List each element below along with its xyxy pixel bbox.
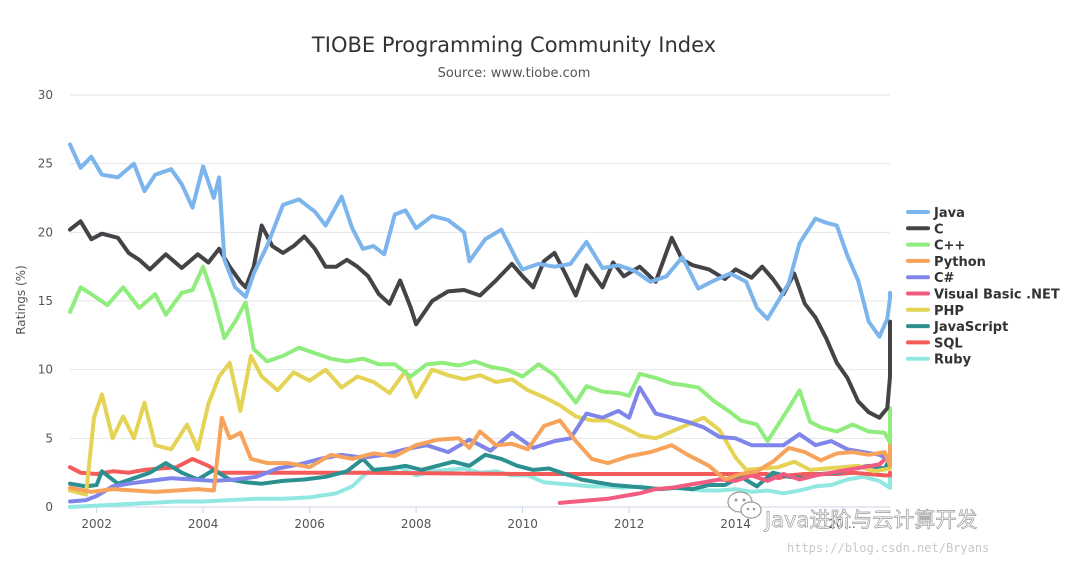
y-tick-label: 15 <box>38 294 53 308</box>
legend-item-c[interactable]: C <box>906 222 944 237</box>
legend-item-csharp[interactable]: C# <box>906 271 955 286</box>
watermark-brand-text: Java进阶与云计算开发 <box>763 508 977 532</box>
y-tick-label: 20 <box>38 225 53 239</box>
x-tick-label: 2006 <box>294 517 325 531</box>
series-line-sql <box>68 456 892 481</box>
legend-item-ruby[interactable]: Ruby <box>906 353 972 368</box>
x-tick-label: 2002 <box>81 517 112 531</box>
legend-item-php[interactable]: PHP <box>906 304 964 319</box>
grid <box>70 94 890 439</box>
x-tick-label: 2008 <box>401 517 432 531</box>
chart-title: TIOBE Programming Community Index <box>311 33 716 57</box>
y-tick-label: 10 <box>38 363 53 377</box>
legend-item-cpp[interactable]: C++ <box>906 239 965 254</box>
series-line-python <box>68 415 892 494</box>
legend-item-python[interactable]: Python <box>906 255 986 270</box>
series-line-visual-basic-net <box>557 429 892 505</box>
y-axis-ticks: 0 5 10 15 20 25 30 <box>38 88 53 514</box>
legend-item-visual-basic-net[interactable]: Visual Basic .NET <box>906 288 1060 303</box>
legend-label: Java <box>933 206 965 221</box>
plot-area <box>68 142 892 509</box>
legend-item-sql[interactable]: SQL <box>906 336 963 351</box>
x-tick-label: 2012 <box>614 517 645 531</box>
legend-label: C <box>934 222 944 237</box>
legend-label: Visual Basic .NET <box>934 288 1060 303</box>
legend-label: C++ <box>934 239 965 254</box>
chart-subtitle: Source: www.tiobe.com <box>438 66 591 81</box>
legend-label: SQL <box>934 336 963 351</box>
watermark: Java进阶与云计算开发 https://blog.csdn.net/Bryan… <box>727 491 989 555</box>
legend-label: Ruby <box>934 353 972 368</box>
series-line-csharp <box>68 385 892 504</box>
x-tick-label: 20… <box>828 517 855 531</box>
legend-label: PHP <box>934 304 964 319</box>
x-axis-ticks: 2002 2004 2006 2008 2010 2012 2014 20… <box>81 507 856 531</box>
x-tick-label: 2004 <box>188 517 219 531</box>
y-tick-label: 0 <box>45 500 53 514</box>
series-line-cpp <box>68 264 892 445</box>
x-tick-label: 2014 <box>720 517 751 531</box>
series-line-java <box>68 142 892 339</box>
wechat-icon <box>727 491 762 519</box>
legend-item-javascript[interactable]: JavaScript <box>906 320 1008 335</box>
legend-label: C# <box>934 271 955 286</box>
legend-item-java[interactable]: Java <box>906 206 965 221</box>
y-axis-title: Ratings (%) <box>14 265 28 335</box>
legend-label: Python <box>934 255 986 270</box>
y-tick-label: 5 <box>45 431 53 445</box>
y-tick-label: 30 <box>38 88 53 102</box>
legend-label: JavaScript <box>933 320 1008 335</box>
series-line-ruby <box>68 465 892 509</box>
y-tick-label: 25 <box>38 157 53 171</box>
x-tick-label: 2010 <box>507 517 538 531</box>
watermark-source-url: https://blog.csdn.net/Bryans <box>787 541 989 555</box>
